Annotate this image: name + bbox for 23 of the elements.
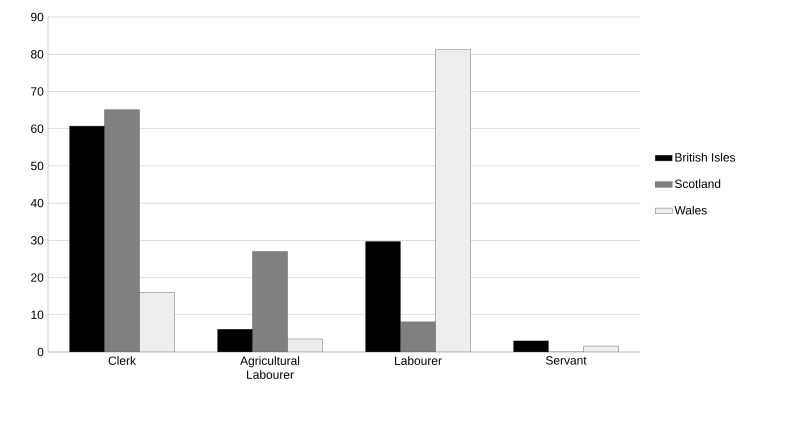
bar xyxy=(513,340,549,352)
x-tick-label: Clerk xyxy=(108,356,136,365)
y-tick-label: 70 xyxy=(31,87,44,96)
legend-label: British Isles xyxy=(675,152,736,162)
x-tick-label: Servant xyxy=(546,356,587,365)
y-tick-label: 0 xyxy=(38,348,44,356)
x-tick-label: Agricultural Labourer xyxy=(240,356,300,379)
y-tick-label: 80 xyxy=(31,50,44,58)
x-tick-label: Labourer xyxy=(395,356,442,365)
y-tick-label: 60 xyxy=(31,124,44,133)
y-tick-label: 10 xyxy=(31,310,44,319)
y-tick-label: 30 xyxy=(30,236,44,245)
legend-label: Scotland xyxy=(674,179,720,188)
bar xyxy=(365,241,401,352)
bar xyxy=(435,50,471,352)
legend-label: Wales xyxy=(674,206,707,214)
y-tick-label: 90 xyxy=(31,12,44,22)
bar xyxy=(217,329,253,352)
y-tick-label: 50 xyxy=(31,162,44,170)
bar xyxy=(139,292,175,352)
y-tick-label: 40 xyxy=(30,198,44,208)
bar xyxy=(69,126,105,352)
y-tick-label: 20 xyxy=(31,273,44,282)
